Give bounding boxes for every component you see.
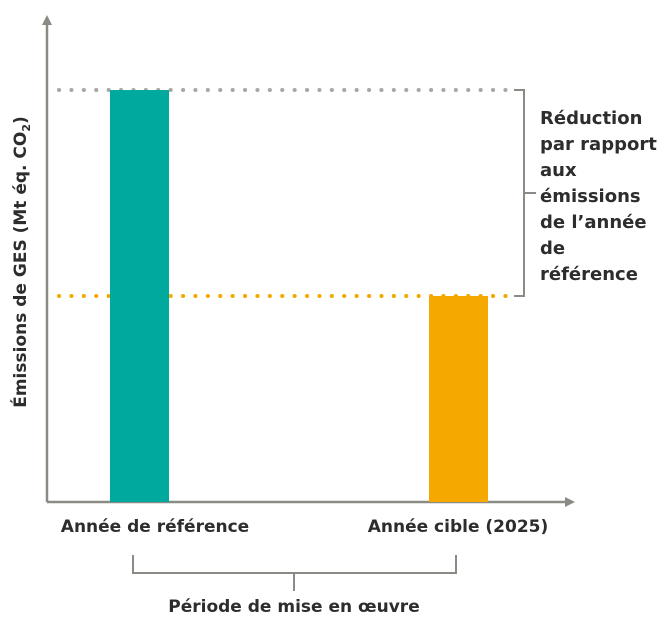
y-axis-label-suffix: ): [11, 116, 31, 124]
bar-target-year: [429, 296, 488, 502]
reduction-label-line: de l’année: [540, 212, 647, 233]
x-category-label-reference: Année de référence: [61, 517, 249, 537]
bar-reference-year: [110, 90, 169, 503]
reduction-bracket: [514, 89, 536, 298]
x-category-label-target: Année cible (2025): [368, 517, 549, 537]
reduction-label-line: par rapport: [540, 134, 657, 155]
y-axis-label: Émissions de GES (Mt éq. CO2): [9, 116, 33, 408]
period-bracket: [132, 555, 457, 591]
period-label: Période de mise en œuvre: [168, 597, 419, 616]
reduction-label-line: référence: [540, 264, 638, 285]
reduction-label-line: émissions: [540, 186, 641, 207]
reduction-label-line: aux: [540, 160, 577, 181]
reduction-label: Réduction par rapport aux émissions de l’ann…: [540, 108, 657, 285]
y-axis-label-main: Émissions de GES (Mt éq. CO: [9, 132, 31, 408]
y-axis-label-subscript: 2: [20, 124, 33, 132]
reduction-label-line: de: [540, 238, 565, 259]
reduction-label-line: Réduction: [540, 108, 642, 129]
